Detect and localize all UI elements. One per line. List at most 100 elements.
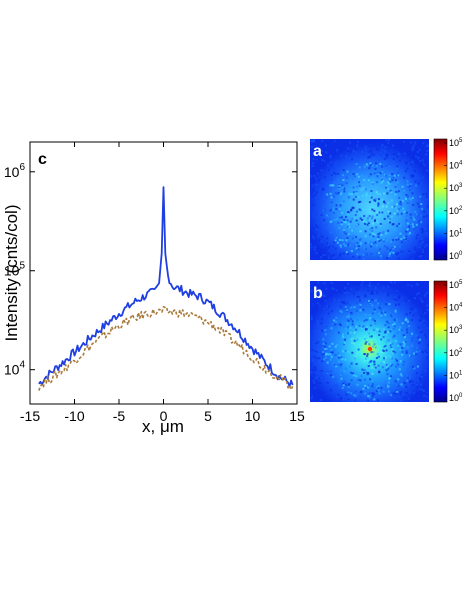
speckle-pixel xyxy=(390,281,393,284)
speckle-pixel xyxy=(344,206,347,209)
speckle-pixel xyxy=(419,329,422,332)
speckle-pixel xyxy=(381,199,384,202)
speckle-pixel xyxy=(380,308,383,311)
speckle-pixel xyxy=(391,357,394,360)
speckle-pixel xyxy=(340,246,343,249)
speckle-pixel xyxy=(362,387,365,390)
speckle-pixel xyxy=(392,350,395,353)
speckle-pixel xyxy=(348,399,351,402)
speckle-pixel xyxy=(355,393,358,395)
speckle-pixel xyxy=(346,315,349,318)
speckle-pixel xyxy=(344,306,347,308)
speckle-pixel xyxy=(375,162,378,165)
speckle-pixel xyxy=(405,299,408,302)
speckle-pixel xyxy=(403,344,406,347)
speckle-pixel xyxy=(370,245,372,248)
speckle-pixel xyxy=(321,144,324,146)
speckle-pixel xyxy=(408,162,411,165)
speckle-pixel xyxy=(312,379,315,382)
colorbar-tick-label: 102 xyxy=(449,206,463,216)
speckle-pixel xyxy=(366,385,369,388)
speckle-pixel xyxy=(354,390,357,393)
speckle-pixel xyxy=(420,300,423,303)
speckle-pixel xyxy=(338,399,340,402)
speckle-pixel xyxy=(340,221,343,224)
speckle-pixel xyxy=(339,252,342,255)
speckle-pixel xyxy=(391,352,394,355)
speckle-pixel xyxy=(421,171,424,174)
speckle-pixel xyxy=(346,330,349,333)
speckle-pixel xyxy=(331,178,334,181)
speckle-pixel xyxy=(417,373,420,376)
speckle-pixel xyxy=(312,394,315,397)
speckle-pixel xyxy=(424,142,427,145)
speckle-pixel xyxy=(421,241,424,243)
speckle-pixel xyxy=(340,358,343,361)
speckle-pixel xyxy=(397,384,400,387)
speckle-pixel xyxy=(396,391,399,393)
speckle-pixel xyxy=(357,291,360,294)
speckle-pixel xyxy=(368,352,371,355)
speckle-pixel xyxy=(359,305,362,308)
speckle-pixel xyxy=(325,234,328,237)
speckle-pixel xyxy=(351,177,354,180)
speckle-pixel xyxy=(402,207,405,210)
speckle-pixel xyxy=(411,337,414,340)
speckle-pixel xyxy=(378,330,381,333)
speckle-pixel xyxy=(315,191,318,194)
speckle-pixel xyxy=(313,243,316,246)
speckle-pixel xyxy=(394,224,397,227)
speckle-pixel xyxy=(410,281,413,284)
speckle-pixel xyxy=(324,342,327,345)
speckle-pixel xyxy=(343,190,346,193)
speckle-pixel xyxy=(310,246,313,249)
speckle-pixel xyxy=(389,180,392,183)
speckle-pixel xyxy=(377,302,380,305)
speckle-pixel xyxy=(414,310,417,313)
speckle-pixel xyxy=(317,289,320,292)
speckle-pixel xyxy=(410,355,413,357)
speckle-pixel xyxy=(314,369,317,372)
speckle-pixel xyxy=(387,299,390,302)
speckle-pixel xyxy=(396,289,399,292)
speckle-pixel xyxy=(366,356,369,359)
speckle-pixel xyxy=(321,329,323,332)
speckle-pixel xyxy=(398,159,401,162)
speckle-pixel xyxy=(317,193,320,196)
speckle-pixel xyxy=(330,214,333,217)
speckle-pixel xyxy=(358,184,361,187)
speckle-pixel xyxy=(375,181,378,184)
speckle-pixel xyxy=(376,175,379,177)
speckle-pixel xyxy=(331,323,334,325)
speckle-pixel xyxy=(393,228,396,231)
speckle-pixel xyxy=(329,389,332,392)
speckle-pixel xyxy=(417,157,420,160)
speckle-pixel xyxy=(422,141,425,144)
speckle-pixel xyxy=(406,379,409,382)
speckle-pixel xyxy=(424,369,427,372)
speckle-pixel xyxy=(373,253,376,256)
speckle-pixel xyxy=(343,341,346,344)
speckle-pixel xyxy=(415,223,418,226)
speckle-pixel xyxy=(381,180,384,182)
speckle-pixel xyxy=(332,254,335,257)
speckle-pixel xyxy=(347,252,350,255)
speckle-pixel xyxy=(322,351,324,354)
speckle-pixel xyxy=(332,288,335,291)
speckle-pixel xyxy=(369,233,372,236)
speckle-pixel xyxy=(379,224,382,227)
speckle-pixel xyxy=(327,256,330,259)
speckle-pixel xyxy=(386,246,388,249)
speckle-pixel xyxy=(409,232,411,235)
speckle-pixel xyxy=(423,232,426,235)
speckle-pixel xyxy=(336,302,339,305)
colorbar-tick-label: 101 xyxy=(449,228,463,238)
speckle-pixel xyxy=(379,193,382,196)
speckle-pixel xyxy=(365,399,368,402)
speckle-pixel xyxy=(398,303,400,306)
speckle-pixel xyxy=(408,325,411,328)
speckle-pixel xyxy=(311,162,314,165)
speckle-pixel xyxy=(398,362,401,365)
speckle-pixel xyxy=(408,252,411,254)
speckle-pixel xyxy=(335,146,338,149)
